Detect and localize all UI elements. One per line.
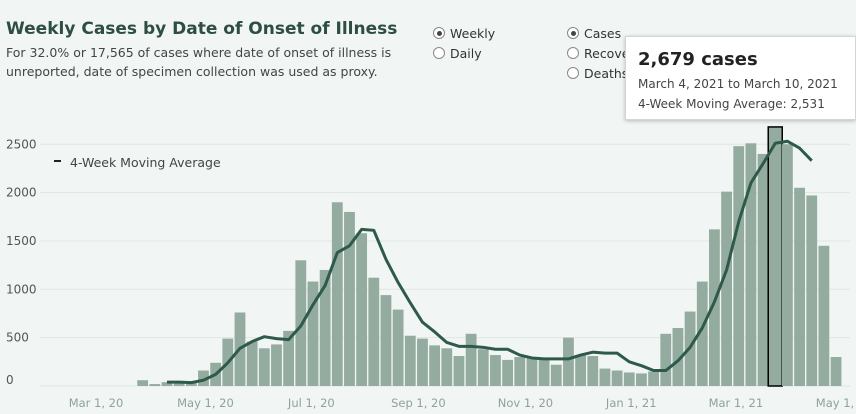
x-tick-label: Sep 1, 20 (391, 396, 446, 410)
highlighted-bar (767, 126, 783, 387)
bar (830, 356, 842, 386)
bar (173, 382, 185, 386)
bar (648, 371, 659, 386)
bar (526, 357, 538, 386)
bar (818, 245, 830, 386)
bar (611, 370, 623, 386)
tooltip-moving-average: 4-Week Moving Average: 2,531 (638, 97, 825, 111)
bar (806, 195, 818, 386)
bar (429, 345, 441, 386)
bar (368, 277, 380, 386)
bar (709, 229, 720, 386)
radio-cases[interactable]: Cases (567, 23, 629, 43)
bar (356, 233, 368, 386)
y-tick-label: 0 (6, 373, 14, 387)
radio-weekly[interactable]: Weekly (433, 23, 495, 43)
bar (599, 368, 611, 386)
bar (246, 341, 258, 386)
legend-label: 4-Week Moving Average (70, 155, 221, 170)
bar (161, 382, 173, 386)
bar (331, 202, 343, 386)
bar (502, 359, 514, 386)
x-tick-label: May 1, 20 (177, 396, 234, 410)
bar (283, 330, 295, 386)
bar (380, 295, 392, 386)
bar (575, 355, 586, 386)
radio-weekly-label: Weekly (450, 25, 496, 41)
metric-toggle: Cases Recove Deaths (567, 23, 629, 83)
bar (721, 191, 732, 386)
bar (794, 187, 805, 386)
radio-recovered[interactable]: Recove (567, 43, 629, 63)
bar (319, 269, 331, 386)
x-tick-label: May 1, 21 (816, 396, 856, 410)
bar (745, 143, 757, 386)
bar (344, 211, 355, 386)
bar (514, 356, 526, 386)
bar (404, 335, 416, 386)
y-tick-label: 1500 (6, 234, 37, 248)
bar (137, 380, 149, 386)
bar (636, 373, 647, 386)
period-toggle: Weekly Daily (433, 23, 495, 63)
bar (185, 383, 197, 386)
bar (660, 333, 672, 386)
bar (198, 370, 209, 386)
page-subtitle: For 32.0% or 17,565 of cases where date … (6, 45, 392, 79)
radio-daily-label: Daily (450, 45, 482, 61)
bar (490, 355, 501, 386)
tooltip-title: 2,679 cases (638, 49, 758, 70)
bar (782, 144, 793, 386)
tooltip-date-range: March 4, 2021 to March 10, 2021 (638, 77, 838, 91)
radio-deaths-label: Deaths (584, 65, 629, 81)
bar (538, 358, 550, 386)
radio-daily[interactable]: Daily (433, 43, 495, 63)
moving-average-line (166, 139, 813, 385)
hover-tooltip: 2,679 cases March 4, 2021 to March 10, 2… (625, 36, 856, 120)
radio-recovered-icon (567, 47, 579, 59)
radio-cases-icon (567, 27, 579, 39)
radio-cases-label: Cases (584, 25, 622, 41)
y-tick-label: 500 (6, 331, 29, 345)
x-tick-label: Mar 1, 20 (69, 396, 124, 410)
x-tick-label: Jan 1, 21 (605, 396, 657, 410)
bar (271, 344, 282, 386)
y-tick-label: 1000 (6, 282, 37, 296)
bar (465, 333, 477, 386)
bar (733, 146, 745, 386)
bar (258, 348, 270, 386)
radio-daily-icon (433, 47, 445, 59)
bar (441, 348, 453, 386)
x-tick-label: Mar 1, 21 (709, 396, 764, 410)
bar (417, 338, 428, 386)
bar (307, 281, 319, 386)
bar (392, 309, 404, 386)
bar (672, 327, 684, 386)
bar (149, 384, 161, 386)
bar (453, 356, 465, 386)
x-tick-label: Nov 1, 20 (498, 396, 553, 410)
radio-weekly-icon (433, 27, 445, 39)
x-tick-label: Jul 1, 20 (287, 396, 335, 410)
bar (477, 349, 489, 386)
radio-recovered-label: Recove (584, 45, 630, 61)
page-title: Weekly Cases by Date of Onset of Illness (6, 19, 398, 39)
radio-deaths-icon (567, 67, 579, 79)
bar (563, 337, 574, 386)
bar (757, 153, 769, 386)
bar (587, 356, 599, 386)
bar (550, 364, 562, 386)
y-tick-label: 2000 (6, 186, 37, 200)
bar (696, 281, 708, 386)
radio-deaths[interactable]: Deaths (567, 63, 629, 83)
y-tick-label: 2500 (6, 137, 37, 151)
bar (623, 372, 635, 386)
